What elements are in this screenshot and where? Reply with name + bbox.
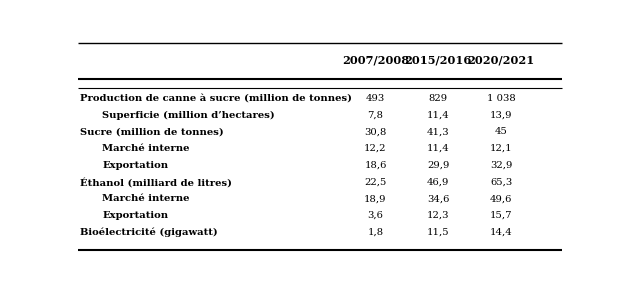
Text: 18,6: 18,6 [364, 161, 387, 170]
Text: 12,3: 12,3 [427, 211, 449, 220]
Text: 2007/2008: 2007/2008 [342, 54, 409, 66]
Text: Éthanol (milliard de litres): Éthanol (milliard de litres) [80, 177, 232, 187]
Text: 7,8: 7,8 [368, 111, 383, 120]
Text: 11,4: 11,4 [427, 144, 450, 153]
Text: 3,6: 3,6 [368, 211, 383, 220]
Text: Exportation: Exportation [102, 211, 168, 220]
Text: 49,6: 49,6 [490, 194, 512, 203]
Text: 46,9: 46,9 [427, 178, 449, 187]
Text: Marché interne: Marché interne [102, 194, 190, 203]
Text: 29,9: 29,9 [427, 161, 449, 170]
Text: 12,2: 12,2 [364, 144, 387, 153]
Text: 34,6: 34,6 [427, 194, 449, 203]
Text: 1 038: 1 038 [487, 94, 515, 103]
Text: 14,4: 14,4 [490, 228, 512, 237]
Text: 2015/2016: 2015/2016 [404, 54, 472, 66]
Text: Exportation: Exportation [102, 161, 168, 170]
Text: Bioélectricité (gigawatt): Bioélectricité (gigawatt) [80, 228, 218, 237]
Text: Production de canne à sucre (million de tonnes): Production de canne à sucre (million de … [80, 94, 353, 103]
Text: 22,5: 22,5 [364, 178, 387, 187]
Text: 1,8: 1,8 [368, 228, 384, 237]
Text: Sucre (million de tonnes): Sucre (million de tonnes) [80, 127, 224, 137]
Text: 11,5: 11,5 [427, 228, 450, 237]
Text: 829: 829 [429, 94, 448, 103]
Text: 11,4: 11,4 [427, 111, 450, 120]
Text: 32,9: 32,9 [490, 161, 512, 170]
Text: 65,3: 65,3 [490, 178, 512, 187]
Text: 45: 45 [495, 127, 507, 137]
Text: Superficie (million d’hectares): Superficie (million d’hectares) [102, 111, 275, 120]
Text: 12,1: 12,1 [490, 144, 512, 153]
Text: 2020/2021: 2020/2021 [467, 54, 535, 66]
Text: Marché interne: Marché interne [102, 144, 190, 153]
Text: 41,3: 41,3 [427, 127, 450, 137]
Text: 18,9: 18,9 [364, 194, 387, 203]
Text: 13,9: 13,9 [490, 111, 512, 120]
Text: 15,7: 15,7 [490, 211, 512, 220]
Text: 30,8: 30,8 [364, 127, 387, 137]
Text: 493: 493 [366, 94, 385, 103]
